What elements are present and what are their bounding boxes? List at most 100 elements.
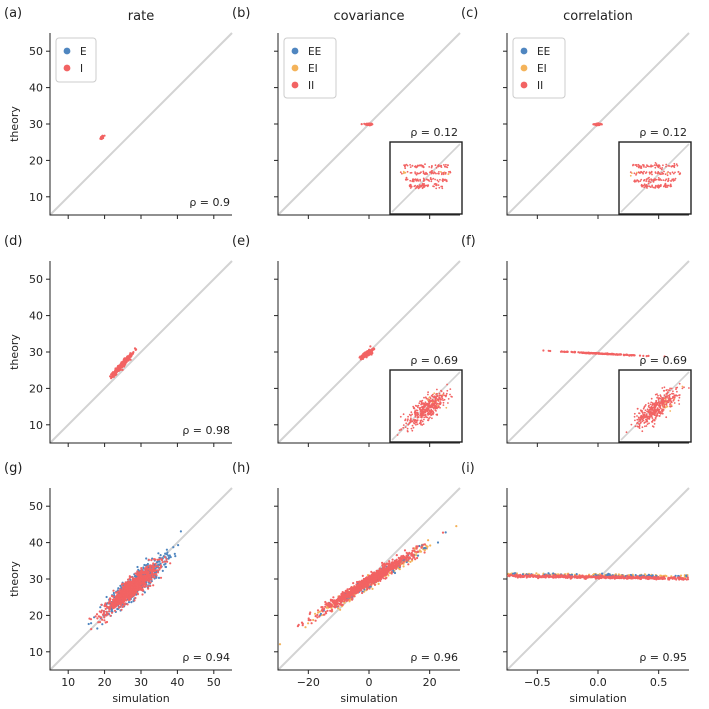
legend: EI: [55, 37, 97, 83]
scatter-point-I: [112, 600, 115, 603]
inset-point: [646, 416, 649, 419]
scatter-point-I: [307, 617, 310, 620]
inset-point: [439, 401, 442, 404]
inset-point: [651, 185, 653, 188]
inset-point: [665, 392, 668, 395]
inset-point: [431, 398, 434, 401]
inset-point: [412, 426, 415, 429]
inset-point: [667, 179, 670, 182]
inset-point: [424, 163, 426, 166]
scatter-point-I: [370, 570, 373, 574]
scatter-point-I: [361, 591, 364, 595]
inset-point: [420, 411, 423, 414]
scatter-point-E: [117, 587, 120, 590]
inset-point: [644, 405, 646, 408]
inset-point: [649, 406, 651, 409]
scatter-point-I: [113, 609, 117, 612]
panel-label: (b): [232, 6, 250, 21]
inset-point: [640, 178, 643, 181]
scatter-point-I: [600, 123, 603, 126]
inset-point: [655, 184, 657, 187]
x-tick-label: 0: [366, 676, 373, 689]
inset-point: [445, 180, 448, 182]
inset-point: [638, 165, 641, 167]
scatter-point-I: [412, 553, 415, 556]
legend-marker-I: [63, 64, 71, 72]
scatter-point-I: [96, 617, 99, 620]
inset-point: [416, 423, 419, 426]
y-tick-label: 40: [29, 310, 43, 323]
scatter-point-I: [142, 575, 145, 578]
inset-point: [429, 171, 431, 174]
scatter-point-I: [115, 370, 118, 373]
inset-point: [651, 403, 654, 406]
scatter-point-I: [128, 582, 131, 585]
inset-point: [435, 184, 437, 187]
inset-point: [432, 403, 434, 405]
inset-point: [408, 185, 411, 188]
inset-point: [425, 397, 428, 400]
scatter-point-I: [406, 552, 409, 556]
panel-label: (h): [232, 461, 250, 476]
scatter-point-I: [116, 594, 119, 597]
inset-point: [647, 402, 650, 405]
inset-point: [655, 415, 658, 418]
scatter-point-I: [423, 543, 426, 546]
inset-point: [665, 403, 668, 406]
scatter-point-I: [104, 607, 107, 611]
scatter-point-E: [145, 557, 148, 560]
inset-point: [430, 399, 432, 402]
inset-point: [447, 402, 449, 404]
inset-point: [421, 408, 423, 411]
scatter-point-I: [381, 561, 384, 565]
y-tick-label: 20: [29, 382, 43, 395]
inset-point: [423, 416, 426, 419]
inset-point: [676, 394, 678, 397]
scatter-point-I: [573, 350, 576, 353]
scatter-point-EI: [314, 612, 317, 615]
inset-point: [420, 423, 422, 426]
scatter-point-E: [112, 591, 115, 595]
scatter-point-I: [404, 557, 407, 560]
inset: [389, 369, 463, 443]
inset-point: [406, 164, 409, 167]
scatter-point-I: [100, 609, 103, 612]
scatter-point-E: [422, 547, 425, 550]
inset-point: [646, 423, 649, 425]
inset-point: [650, 401, 653, 404]
scatter-point-EI: [402, 565, 405, 568]
inset-point: [440, 389, 442, 392]
inset-point: [646, 408, 649, 411]
scatter-point-EI: [304, 626, 307, 629]
inset-point: [654, 418, 657, 420]
scatter-point-I: [138, 588, 141, 591]
scatter-point-I: [105, 612, 108, 616]
scatter-point-I: [130, 591, 133, 595]
scatter-point-I: [382, 563, 385, 566]
inset-point: [436, 179, 439, 182]
inset-point: [661, 173, 663, 176]
inset-point: [442, 173, 445, 176]
inset-point: [410, 185, 413, 188]
inset-point: [439, 178, 441, 181]
inset-point: [676, 386, 679, 389]
inset-point: [439, 165, 441, 168]
legend-entry-EI: EI: [537, 63, 547, 75]
inset-point: [655, 163, 658, 166]
inset-point: [659, 406, 662, 409]
inset-point: [419, 180, 422, 182]
scatter-point-I: [105, 610, 108, 614]
inset-point: [429, 397, 432, 400]
inset-point: [652, 406, 655, 409]
scatter-point-I: [116, 599, 119, 602]
inset-point: [681, 385, 684, 388]
scatter-point-I: [148, 568, 151, 571]
inset-point: [398, 429, 401, 431]
scatter-point-I: [149, 577, 152, 581]
inset-point: [639, 180, 642, 183]
scatter-point-I: [110, 375, 113, 379]
inset-point: [651, 402, 654, 404]
scatter-point-I: [120, 608, 123, 611]
legend-marker-EE: [520, 47, 528, 55]
inset-point: [665, 165, 667, 168]
